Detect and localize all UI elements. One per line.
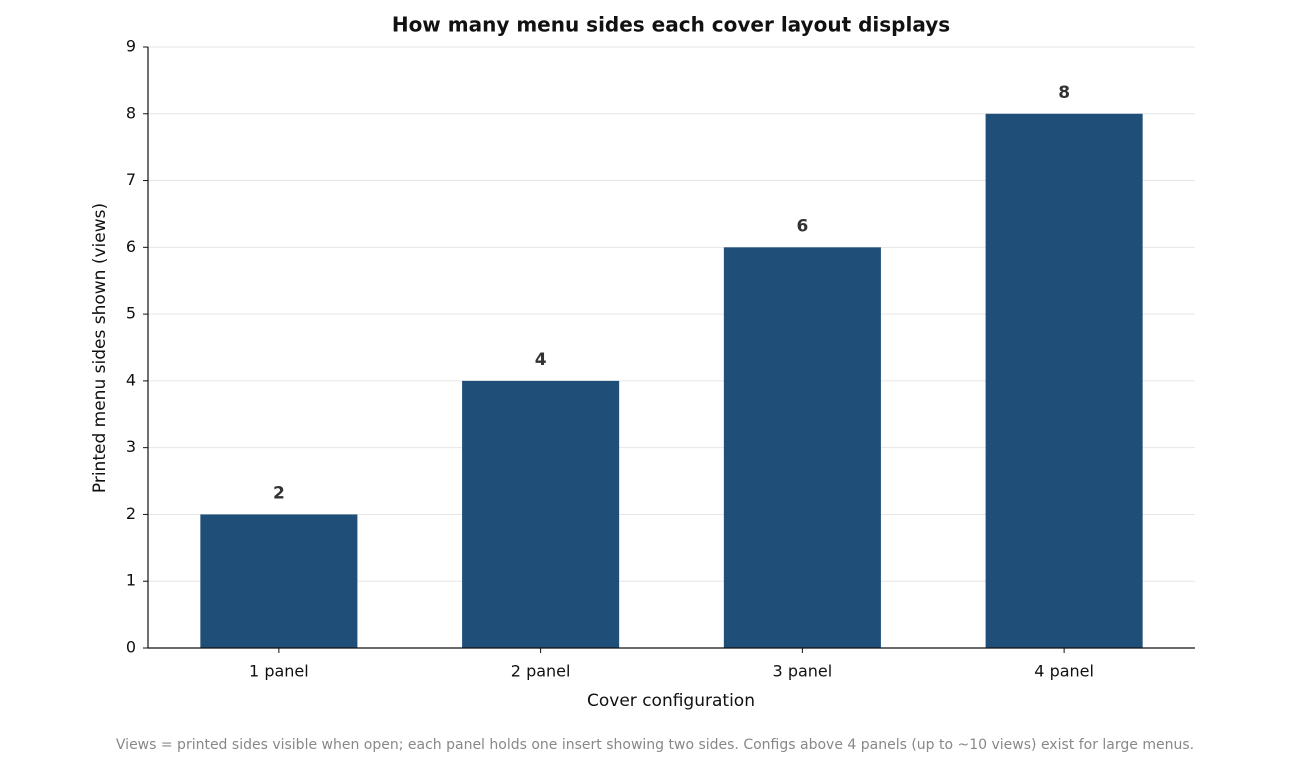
y-tick-label: 8 bbox=[126, 103, 136, 122]
x-tick-label: 1 panel bbox=[249, 662, 309, 681]
x-tick-label: 3 panel bbox=[773, 662, 833, 681]
y-tick-label: 5 bbox=[126, 304, 136, 323]
x-tick-label: 2 panel bbox=[511, 662, 571, 681]
y-tick-label: 1 bbox=[126, 571, 136, 590]
bar bbox=[200, 514, 358, 648]
y-tick-label: 0 bbox=[126, 638, 136, 657]
data-label: 4 bbox=[535, 350, 547, 370]
y-axis-label: Printed menu sides shown (views) bbox=[90, 203, 110, 493]
x-tick-label: 4 panel bbox=[1034, 662, 1094, 681]
footnote: Views = printed sides visible when open;… bbox=[116, 737, 1194, 753]
bar bbox=[462, 380, 620, 648]
bar bbox=[723, 247, 881, 649]
y-tick-label: 6 bbox=[126, 237, 136, 256]
data-label: 8 bbox=[1058, 83, 1070, 103]
data-label: 2 bbox=[273, 483, 285, 503]
y-tick-label: 7 bbox=[126, 170, 136, 189]
y-tick-label: 4 bbox=[126, 370, 136, 389]
y-tick-label: 3 bbox=[126, 437, 136, 456]
bar bbox=[985, 113, 1143, 649]
chart-title: How many menu sides each cover layout di… bbox=[392, 13, 950, 37]
y-tick-label: 9 bbox=[126, 37, 136, 56]
data-label: 6 bbox=[796, 216, 808, 236]
y-tick-label: 2 bbox=[126, 504, 136, 523]
x-axis-label: Cover configuration bbox=[587, 691, 755, 711]
marks-layer bbox=[200, 113, 1143, 649]
